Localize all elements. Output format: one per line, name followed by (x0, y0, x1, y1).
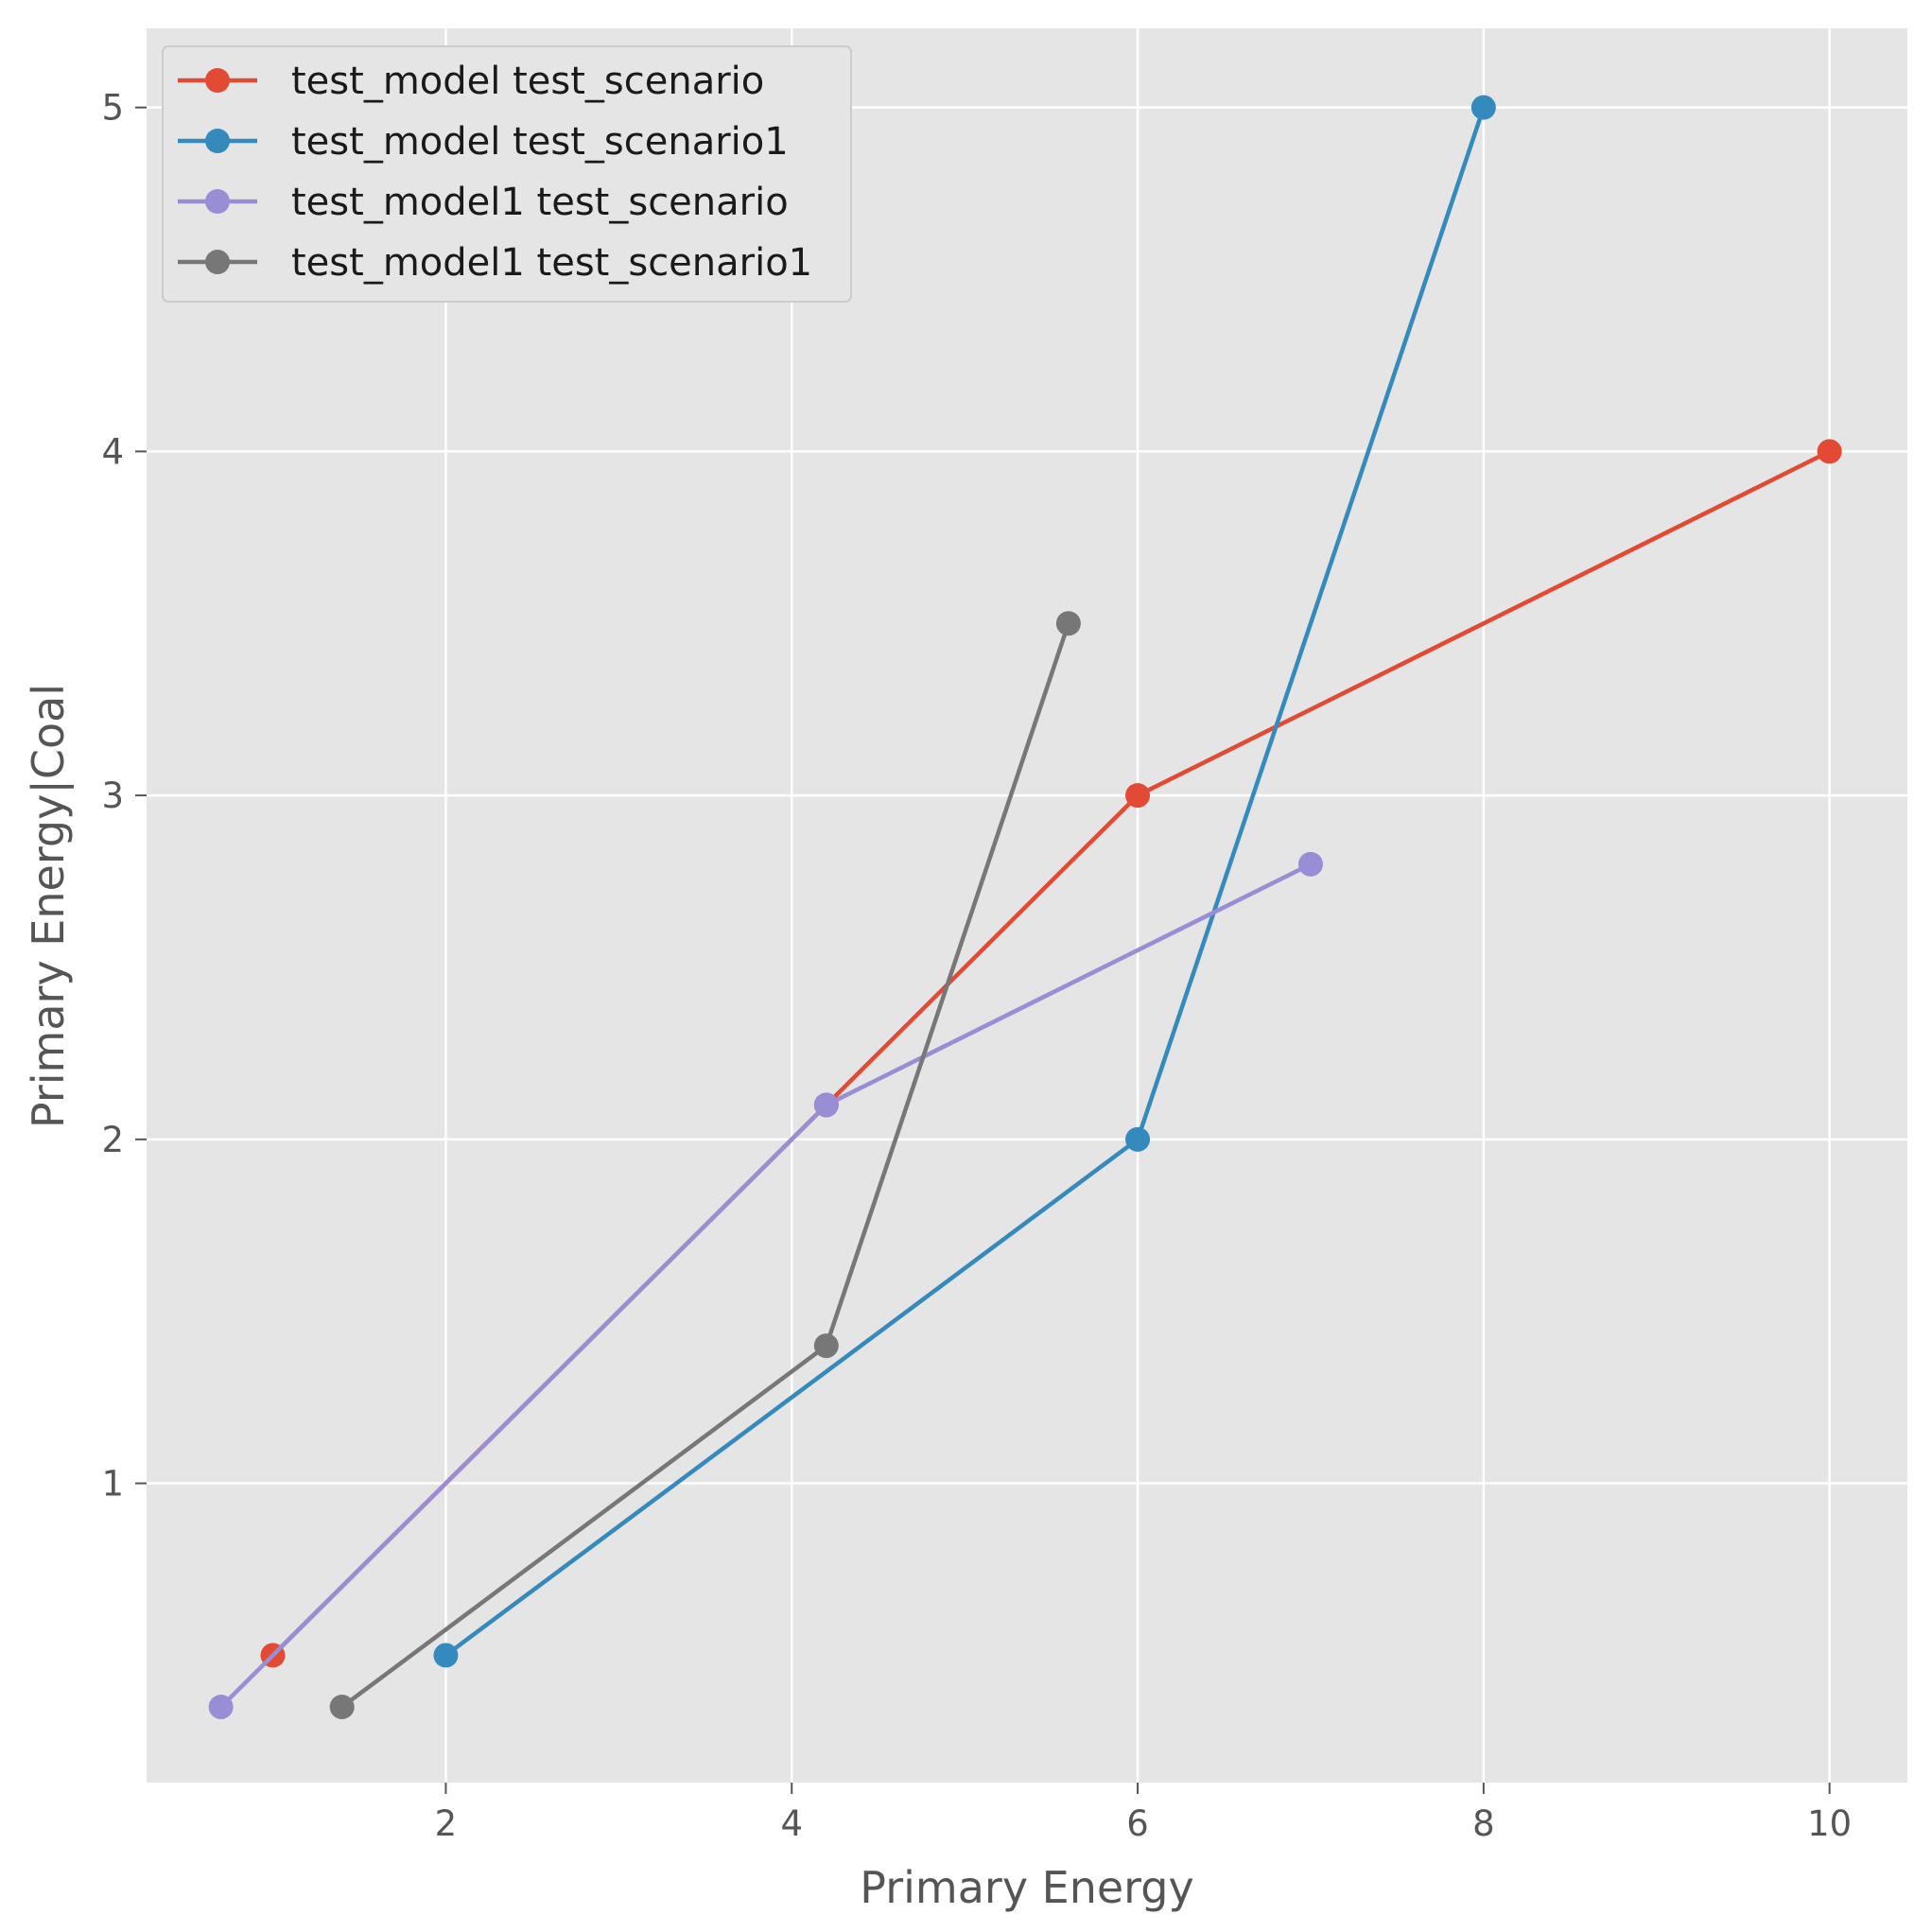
x-tick-label: 4 (780, 1803, 803, 1844)
y-axis-ticks: 1 2 3 4 5 (101, 88, 147, 1505)
x-tick-label: 2 (435, 1803, 458, 1844)
legend-item: test_model test_scenario (178, 60, 764, 103)
data-point (1297, 851, 1323, 877)
y-tick-label: 5 (101, 88, 124, 129)
data-point (813, 1092, 839, 1118)
x-tick-label: 10 (1807, 1803, 1852, 1844)
data-point (1817, 439, 1842, 464)
y-tick-label: 3 (101, 775, 124, 816)
data-point (1125, 1126, 1151, 1152)
data-point (1125, 783, 1151, 809)
legend-marker (205, 129, 230, 153)
legend-frame (162, 45, 852, 303)
legend-item: test_model1 test_scenario (178, 181, 789, 224)
series-group (208, 95, 1842, 1719)
x-axis-label: Primary Energy (860, 1862, 1193, 1913)
data-point (329, 1694, 355, 1719)
legend-label: test_model test_scenario1 (291, 120, 789, 164)
data-point (208, 1694, 234, 1719)
legend-label: test_model1 test_scenario1 (291, 241, 812, 285)
y-tick-label: 2 (101, 1120, 124, 1160)
legend: test_model test_scenario test_model test_… (162, 45, 852, 303)
legend-marker (205, 189, 230, 214)
data-point (813, 1333, 839, 1359)
legend-label: test_model1 test_scenario (291, 181, 789, 224)
legend-label: test_model test_scenario (291, 60, 764, 103)
x-tick-label: 6 (1126, 1803, 1149, 1844)
legend-item: test_model test_scenario1 (178, 120, 789, 164)
series-2 (433, 95, 1496, 1668)
series-3 (208, 851, 1323, 1719)
x-axis-ticks: 2 4 6 8 10 (435, 1783, 1852, 1844)
data-point (1055, 611, 1081, 636)
legend-item: test_model1 test_scenario1 (178, 241, 812, 285)
series-4 (329, 611, 1081, 1719)
y-tick-label: 1 (101, 1464, 124, 1505)
x-tick-label: 8 (1472, 1803, 1495, 1844)
legend-marker (205, 250, 230, 274)
grid-lines (147, 28, 1907, 1783)
y-axis-label: Primary Energy|Coal (23, 684, 75, 1128)
y-tick-label: 4 (101, 431, 124, 472)
data-point (433, 1643, 459, 1668)
legend-marker (205, 68, 230, 93)
data-point (1470, 95, 1496, 120)
